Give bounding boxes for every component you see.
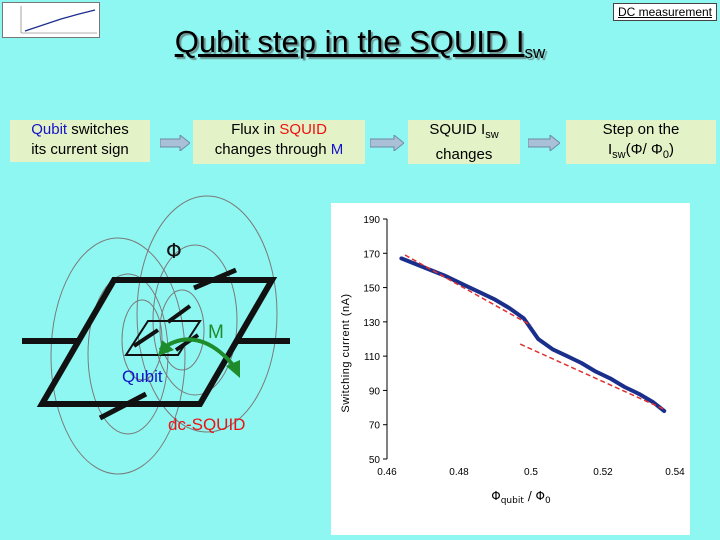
flow-box-4-close: ) xyxy=(669,141,674,158)
chart-axes xyxy=(383,218,388,460)
chart-ticks: 190 170 150 130 110 90 70 500.46 0.48 0.5 0.52 0.54 xyxy=(363,215,685,478)
x-axis-label-sub: qubit xyxy=(501,496,525,506)
flow-box-4-i: I xyxy=(607,141,613,158)
x-axis-label: Φqubit / Φ0 xyxy=(491,489,551,506)
flow-box-2-m: M xyxy=(330,141,344,158)
y-tick-label: 130 xyxy=(363,318,380,329)
flow-arrow-2 xyxy=(370,135,404,151)
x-tick-label: 0.52 xyxy=(593,467,613,478)
squid-loop xyxy=(22,277,290,407)
flow-box-4-sub: sw xyxy=(612,149,626,161)
flow-box-4-sub0: 0 xyxy=(662,149,669,161)
flow-box-3-sub: sw xyxy=(485,129,499,141)
y-tick-label: 110 xyxy=(364,352,380,363)
flow-box-2-line2: changes through xyxy=(214,141,331,158)
flow-box-qubit-switches: Qubit switches its current sign xyxy=(10,120,150,162)
fit-line xyxy=(404,254,532,326)
y-tick-label: 50 xyxy=(369,455,381,466)
flow-box-3-line2: changes xyxy=(435,146,493,163)
fit-line xyxy=(519,343,665,410)
qubit-label: Qubit xyxy=(122,367,163,386)
y-axis-label: Switching current (nA) xyxy=(340,293,352,412)
qubit-squid-diagram: Φ M Qubit dc-SQUID xyxy=(22,195,290,475)
chart-marks xyxy=(399,254,667,413)
chart-panel: 190 170 150 130 110 90 70 50 0.46 0.48 0.5 0.52 0.54… xyxy=(331,203,690,535)
coupling-arrowtail xyxy=(158,340,174,356)
page-title-subscript: sw xyxy=(524,43,546,62)
flow-box-step-on-isw: Step on the Isw(Φ/ Φ0) xyxy=(566,120,716,164)
flow-box-squid-isw-changes: SQUID Isw changes xyxy=(408,120,520,164)
flow-box-flux-in-squid: Flux in SQUID changes through M xyxy=(193,120,365,164)
x-tick-label: 0.48 xyxy=(449,467,469,478)
y-tick-label: 170 xyxy=(363,249,380,260)
flow-arrow-1 xyxy=(160,135,190,151)
flow-box-3-line1: SQUID I xyxy=(429,121,486,138)
josephson-junctions xyxy=(98,267,237,421)
coupling-arrowhead xyxy=(226,360,240,378)
y-tick-label: 70 xyxy=(369,421,381,432)
x-axis-label-sub0: 0 xyxy=(545,496,551,506)
data-series-line xyxy=(399,256,667,413)
flow-box-1-qubit: Qubit xyxy=(31,121,68,138)
thumbnail-chart xyxy=(20,6,97,34)
page-title-text: Qubit step in the SQUID I xyxy=(174,24,525,59)
flow-box-2-prefix: Flux in xyxy=(231,121,280,138)
flow-box-4-line1: Step on the xyxy=(602,121,680,138)
dc-measurement-link[interactable]: DC measurement xyxy=(612,3,717,21)
flow-box-4-phi: (Φ/ Φ xyxy=(625,141,663,158)
x-tick-label: 0.54 xyxy=(665,467,685,478)
dc-squid-label: dc-SQUID xyxy=(168,415,245,434)
x-tick-label: 0.46 xyxy=(377,467,397,478)
y-tick-label: 190 xyxy=(363,215,380,226)
qubit-loop xyxy=(124,304,202,356)
slide-thumbnail xyxy=(2,2,100,38)
page-title: Qubit step in the SQUID Isw xyxy=(150,24,570,63)
x-axis-label-phi: Φ xyxy=(491,489,500,503)
y-tick-label: 150 xyxy=(363,284,380,295)
phi-label: Φ xyxy=(166,239,182,263)
switching-current-chart: 190 170 150 130 110 90 70 500.46 0.48 0.5 0.52 0.54… xyxy=(340,215,685,506)
y-tick-label: 90 xyxy=(369,386,381,397)
m-label: M xyxy=(208,322,224,343)
flow-box-2-squid: SQUID xyxy=(279,121,327,138)
flow-arrow-3 xyxy=(528,135,560,151)
flow-box-1-text: switches xyxy=(67,121,129,138)
x-axis-label-rest: / Φ xyxy=(524,489,545,503)
flow-box-1-line2: its current sign xyxy=(31,141,129,158)
x-tick-label: 0.5 xyxy=(524,467,538,478)
